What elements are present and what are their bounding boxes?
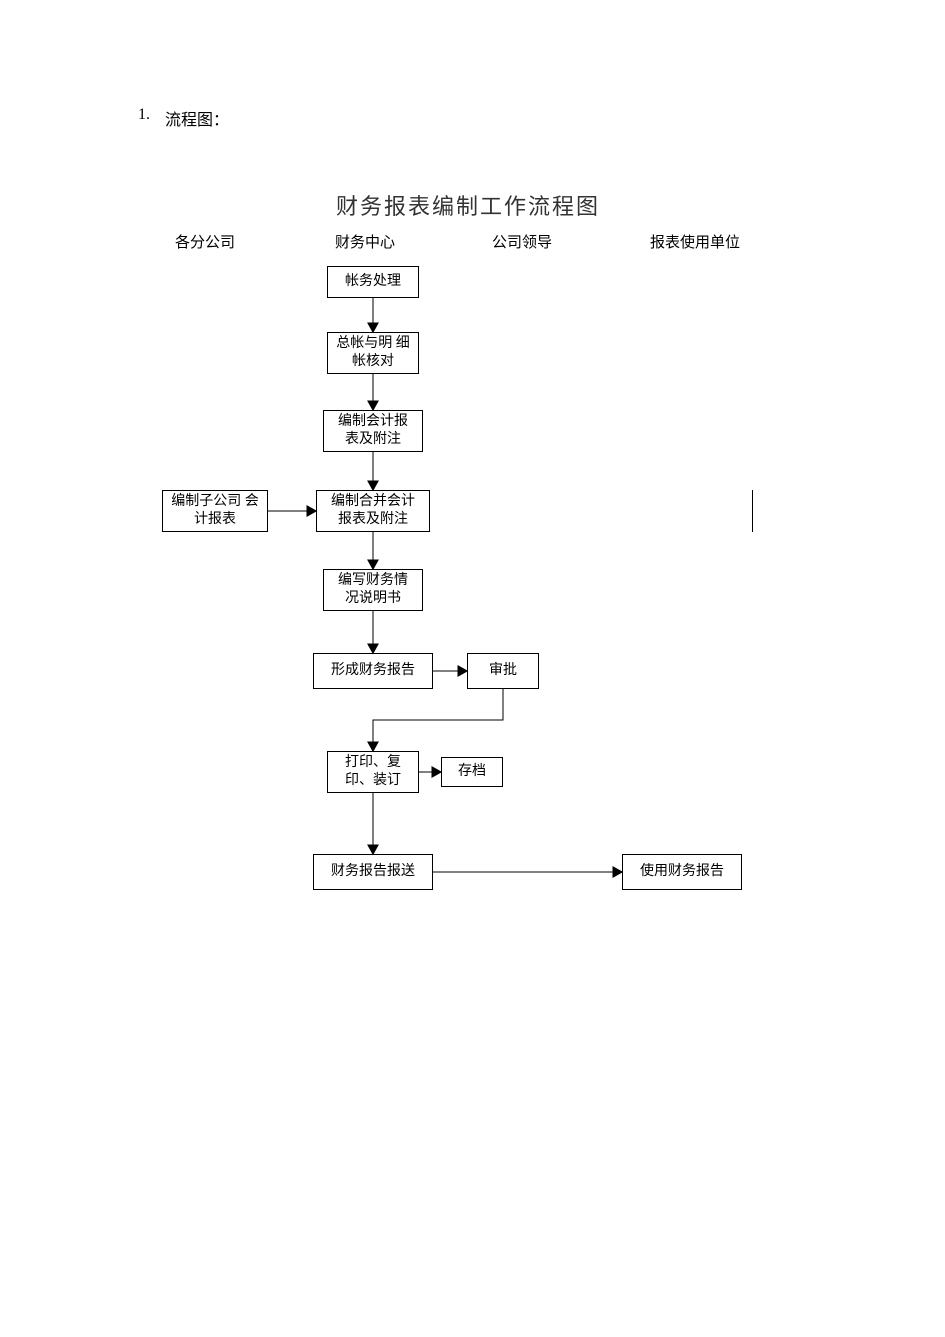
node-prepare-statements: 编制会计报 表及附注	[323, 410, 423, 452]
section-label-text: 流程图	[165, 112, 213, 129]
node-approve: 审批	[467, 653, 539, 689]
node-account-processing: 帐务处理	[327, 266, 419, 298]
lane-finance: 财务中心	[335, 231, 395, 252]
node-financial-notes: 编写财务情 况说明书	[323, 569, 423, 611]
node-form-report: 形成财务报告	[313, 653, 433, 689]
node-use-report: 使用财务报告	[622, 854, 742, 890]
node-ledger-reconcile: 总帐与明 细帐核对	[327, 332, 419, 374]
node-consolidated-report: 编制合并会计 报表及附注	[316, 490, 430, 532]
lane-user: 报表使用单位	[650, 231, 740, 252]
node-submit-report: 财务报告报送	[313, 854, 433, 890]
node-print-bind: 打印、复 印、装订	[327, 751, 419, 793]
chart-title: 财务报表编制工作流程图	[336, 189, 600, 221]
lane-leader: 公司领导	[492, 231, 552, 252]
node-archive: 存档	[441, 757, 503, 787]
section-number: 1.	[138, 106, 150, 124]
decorative-bar	[752, 490, 753, 532]
lane-branch: 各分公司	[175, 231, 235, 252]
node-subsidiary-report: 编制子公司 会计报表	[162, 490, 268, 532]
section-colon: ：	[213, 112, 229, 129]
section-label: 流程图：	[165, 106, 229, 130]
